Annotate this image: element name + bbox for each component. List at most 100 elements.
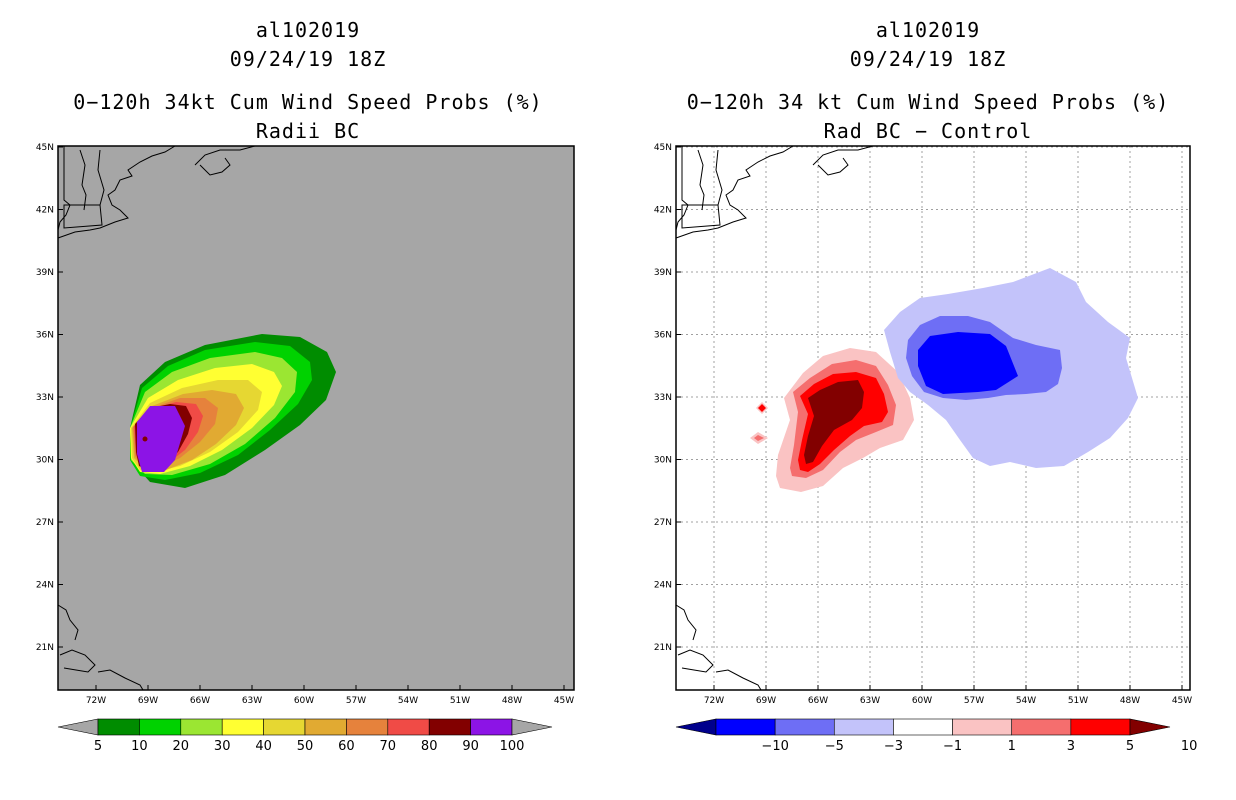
right-map-figure: 45N 42N 39N 36N 33N 30N 27N 24N 21N 72W 69W 66W 63W… <box>654 143 1198 754</box>
right-map-frame <box>675 145 1191 691</box>
lon-label: 69W <box>138 696 158 706</box>
right-panel: al102019 09/24/19 18Z 0−120h 34 kt Cum W… <box>618 0 1236 800</box>
colorbar-label: 5 <box>94 739 102 754</box>
colorbar-label: 80 <box>421 739 438 754</box>
colorbar-swatch <box>180 718 223 736</box>
left-probability-contours <box>130 334 336 488</box>
lat-label: 33N <box>654 393 672 403</box>
lon-label: 54W <box>398 696 418 706</box>
colorbar-label: 3 <box>1067 739 1075 754</box>
colorbar-label: 50 <box>297 739 314 754</box>
lon-label: 60W <box>912 696 932 706</box>
colorbar-label: 40 <box>255 739 272 754</box>
lon-label: 66W <box>808 696 828 706</box>
lon-label: 51W <box>1068 696 1088 706</box>
left-subtitle: Radii BC <box>255 119 361 143</box>
colorbar-label: 60 <box>338 739 355 754</box>
lat-label: 21N <box>654 643 672 653</box>
left-lon-labels: 72W 69W 66W 63W 60W 57W 54W 51W 48W 45W <box>86 685 574 706</box>
lon-label: 63W <box>242 696 262 706</box>
colorbar-label: 10 <box>1181 739 1198 754</box>
right-negative-difference <box>884 268 1138 468</box>
colorbar-swatch <box>774 718 835 736</box>
lat-label: 36N <box>654 331 672 341</box>
diff-plus-small-b-core <box>754 435 764 441</box>
lat-label: 36N <box>36 331 54 341</box>
left-map-frame <box>57 145 575 691</box>
colorbar-high-end <box>511 718 553 736</box>
left-map-figure: 45N 42N 39N 36N 33N 30N 27N 24N 21N 72W 69W 66W 63W… <box>36 143 575 754</box>
colorbar-label: 100 <box>500 739 525 754</box>
colorbar-swatch <box>428 718 471 736</box>
contour-90 <box>137 406 185 472</box>
colorbar-label: 5 <box>1126 739 1134 754</box>
lat-label: 45N <box>36 143 54 153</box>
diff-minus5 <box>918 332 1018 394</box>
right-lat-labels: 45N 42N 39N 36N 33N 30N 27N 24N 21N <box>654 143 681 653</box>
colorbar-low-end <box>57 718 99 736</box>
colorbar-label: −3 <box>884 739 903 754</box>
lon-label: 48W <box>1120 696 1140 706</box>
colorbar-swatch <box>139 718 182 736</box>
right-subtitle: Rad BC − Control <box>823 119 1033 143</box>
colorbar-swatch <box>346 718 389 736</box>
colorbar-label: 1 <box>1008 739 1016 754</box>
colorbar-swatch <box>715 718 776 736</box>
lon-label: 69W <box>756 696 776 706</box>
lat-label: 39N <box>36 268 54 278</box>
lat-label: 39N <box>654 268 672 278</box>
colorbar-swatch <box>304 718 347 736</box>
lon-label: 57W <box>964 696 984 706</box>
colorbar-swatch <box>387 718 430 736</box>
colorbar-high-end <box>1129 718 1171 736</box>
lon-label: 45W <box>1172 696 1192 706</box>
lat-label: 24N <box>36 581 54 591</box>
right-title: 0−120h 34 kt Cum Wind Speed Probs (%) <box>686 90 1170 114</box>
lon-label: 51W <box>450 696 470 706</box>
colorbar-label: −10 <box>761 739 788 754</box>
colorbar-swatch <box>952 718 1013 736</box>
colorbar-swatch <box>221 718 264 736</box>
lon-label: 60W <box>294 696 314 706</box>
colorbar-swatch <box>1011 718 1072 736</box>
colorbar-label: −1 <box>943 739 962 754</box>
left-colorbar: 5 10 20 30 40 50 60 70 80 90 100 <box>57 718 553 754</box>
colorbar-low-end <box>675 718 717 736</box>
diff-plus-small-a-core <box>758 404 766 412</box>
lon-label: 72W <box>704 696 724 706</box>
diff-plus10 <box>804 380 864 464</box>
left-coastlines <box>57 145 270 691</box>
lat-label: 33N <box>36 393 54 403</box>
right-colorbar: −10 −5 −3 −1 1 3 5 10 <box>675 718 1198 754</box>
colorbar-swatch <box>893 718 953 736</box>
lat-label: 42N <box>654 206 672 216</box>
right-coastlines <box>675 145 888 691</box>
lon-label: 72W <box>86 696 106 706</box>
lon-label: 54W <box>1016 696 1036 706</box>
colorbar-label: −5 <box>825 739 844 754</box>
lon-label: 45W <box>554 696 574 706</box>
colorbar-swatch <box>470 718 513 736</box>
colorbar-swatch <box>1070 718 1131 736</box>
lon-label: 66W <box>190 696 210 706</box>
lat-label: 24N <box>654 581 672 591</box>
lat-label: 30N <box>654 456 672 466</box>
colorbar-label: 20 <box>173 739 190 754</box>
lat-label: 27N <box>654 518 672 528</box>
lat-label: 30N <box>36 456 54 466</box>
colorbar-swatch <box>263 718 306 736</box>
colorbar-label: 30 <box>214 739 231 754</box>
lat-label: 42N <box>36 206 54 216</box>
lon-label: 48W <box>502 696 522 706</box>
lat-label: 21N <box>36 643 54 653</box>
colorbar-label: 90 <box>462 739 479 754</box>
left-lat-labels: 45N 42N 39N 36N 33N 30N 27N 24N 21N <box>36 143 63 653</box>
left-title: 0−120h 34kt Cum Wind Speed Probs (%) <box>73 90 543 114</box>
lon-label: 57W <box>346 696 366 706</box>
lon-label: 63W <box>860 696 880 706</box>
lat-label: 45N <box>654 143 672 153</box>
colorbar-label: 70 <box>380 739 397 754</box>
storm-center-marker <box>142 436 148 442</box>
colorbar-label: 10 <box>131 739 148 754</box>
colorbar-swatch <box>833 718 894 736</box>
